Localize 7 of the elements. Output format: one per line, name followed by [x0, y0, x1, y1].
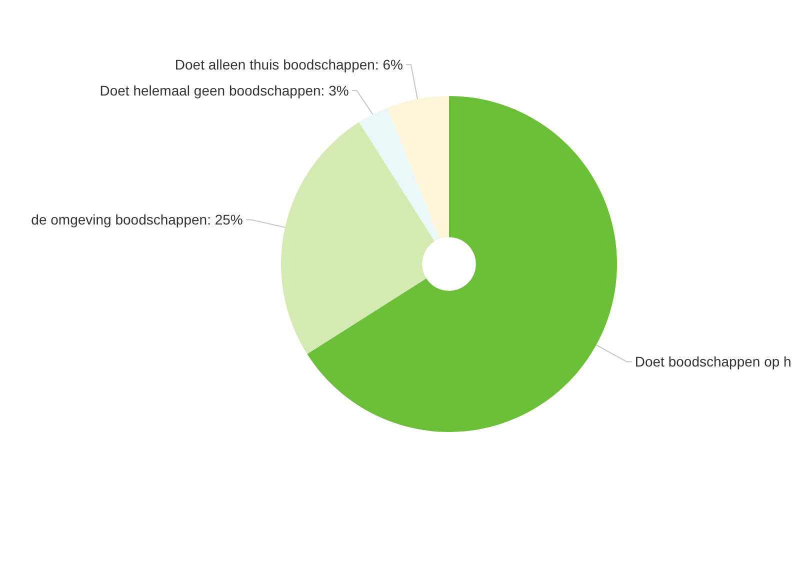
donut-slice — [281, 122, 435, 354]
slice-label: de omgeving boodschappen: 25% — [31, 212, 243, 228]
donut-slice — [387, 96, 449, 240]
slice-label: Doet boodschappen op h — [634, 354, 792, 370]
donut-slice — [358, 108, 440, 242]
slice-label: Doet helemaal geen boodschappen: 3% — [100, 82, 349, 98]
slice-label: Doet alleen thuis boodschappen: 6% — [174, 56, 403, 72]
